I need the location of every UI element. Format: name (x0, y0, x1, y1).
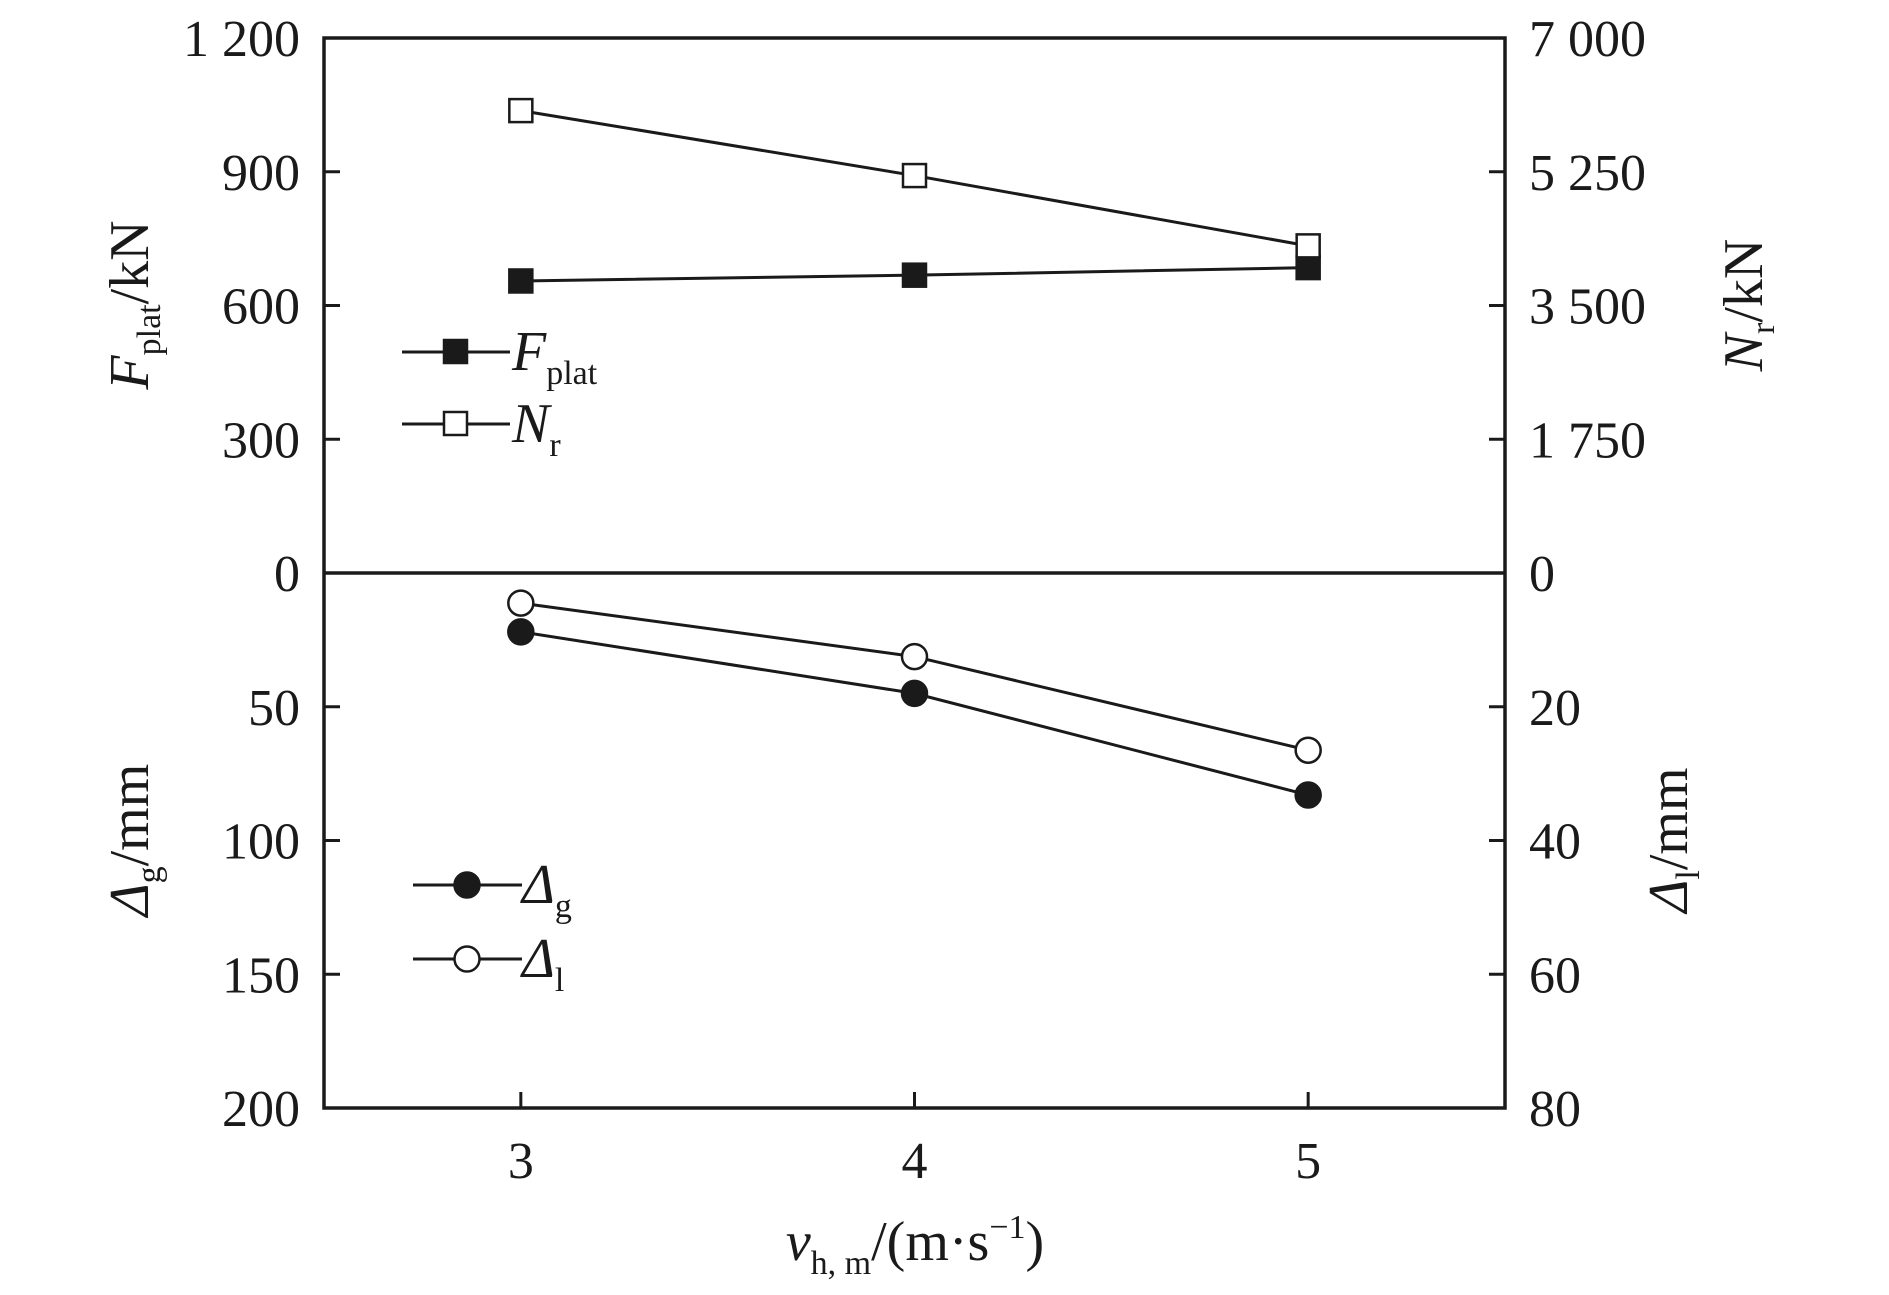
point-n-r (1295, 233, 1321, 259)
point-delta-g (507, 618, 535, 646)
top-right-axis-label: Nr/kN (1713, 239, 1782, 373)
marker-layer (507, 97, 1322, 809)
top-left-axis-tick-label: 300 (222, 412, 300, 469)
top-right-axis-tick-label: 1 750 (1529, 412, 1646, 469)
axis-ticks (324, 36, 1505, 1110)
x-axis-tick-label: 4 (902, 1133, 928, 1190)
top-right-axis-tick-label: 3 500 (1529, 279, 1646, 336)
legend-marker-delta-g (453, 871, 481, 899)
bottom-right-axis-tick-label: 60 (1529, 947, 1581, 1004)
point-delta-l (900, 642, 929, 671)
top-right-axis-tick-label: 7 000 (1529, 11, 1646, 68)
top-left-axis-tick-label: 600 (222, 279, 300, 336)
top-legend: Fplat Nr (402, 321, 598, 464)
x-axis-label: vh, m/(m·s−1) (786, 1209, 1044, 1282)
top-left-axis-tick-label: 1 200 (183, 11, 300, 68)
point-delta-g (900, 679, 929, 708)
legend-label-f-plat: Fplat (511, 321, 598, 392)
series-line-delta-l (520, 601, 1309, 752)
bottom-right-axis-tick-label: 40 (1529, 814, 1581, 871)
bottom-left-axis-tick-label: 50 (248, 680, 300, 737)
legend-marker-n-r (442, 410, 469, 437)
legend-label-n-r: Nr (511, 393, 561, 464)
tick-labels: 0 300 600 900 1 200 0 1 750 3 500 5 250 7 000 50 10… (183, 11, 1646, 1190)
point-delta-l (1294, 736, 1322, 764)
top-left-axis-tick-label: 0 (274, 546, 300, 603)
x-axis-tick-label: 3 (508, 1133, 534, 1190)
legend-marker-f-plat (442, 338, 469, 365)
point-f-plat (901, 262, 928, 288)
point-f-plat (508, 268, 534, 294)
x-axis-tick-label: 5 (1295, 1133, 1321, 1190)
bottom-right-axis-tick-label: 80 (1529, 1081, 1581, 1138)
top-left-axis-label: Fplat/kN (99, 220, 168, 390)
top-right-axis-tick-label: 5 250 (1529, 145, 1646, 202)
top-right-axis-tick-label: 0 (1529, 546, 1555, 603)
point-n-r (901, 162, 928, 189)
legend-label-delta-l: Δl (520, 928, 564, 999)
bottom-left-axis-tick-label: 150 (222, 947, 300, 1004)
point-delta-l (507, 589, 535, 617)
legend-marker-delta-l (453, 945, 481, 973)
top-left-axis-tick-label: 900 (222, 145, 300, 202)
bottom-left-axis-tick-label: 200 (222, 1081, 300, 1138)
bottom-left-axis-label: Δg/mm (99, 764, 168, 919)
legend-label-delta-g: Δg (520, 854, 572, 925)
bottom-right-axis-tick-label: 20 (1529, 680, 1581, 737)
bottom-left-axis-tick-label: 100 (222, 814, 300, 871)
bottom-legend: Δg Δl (413, 854, 572, 999)
point-n-r (508, 97, 534, 124)
point-delta-g (1294, 781, 1322, 809)
point-f-plat (1295, 254, 1321, 281)
bottom-right-axis-label: Δl/mm (1638, 767, 1707, 914)
